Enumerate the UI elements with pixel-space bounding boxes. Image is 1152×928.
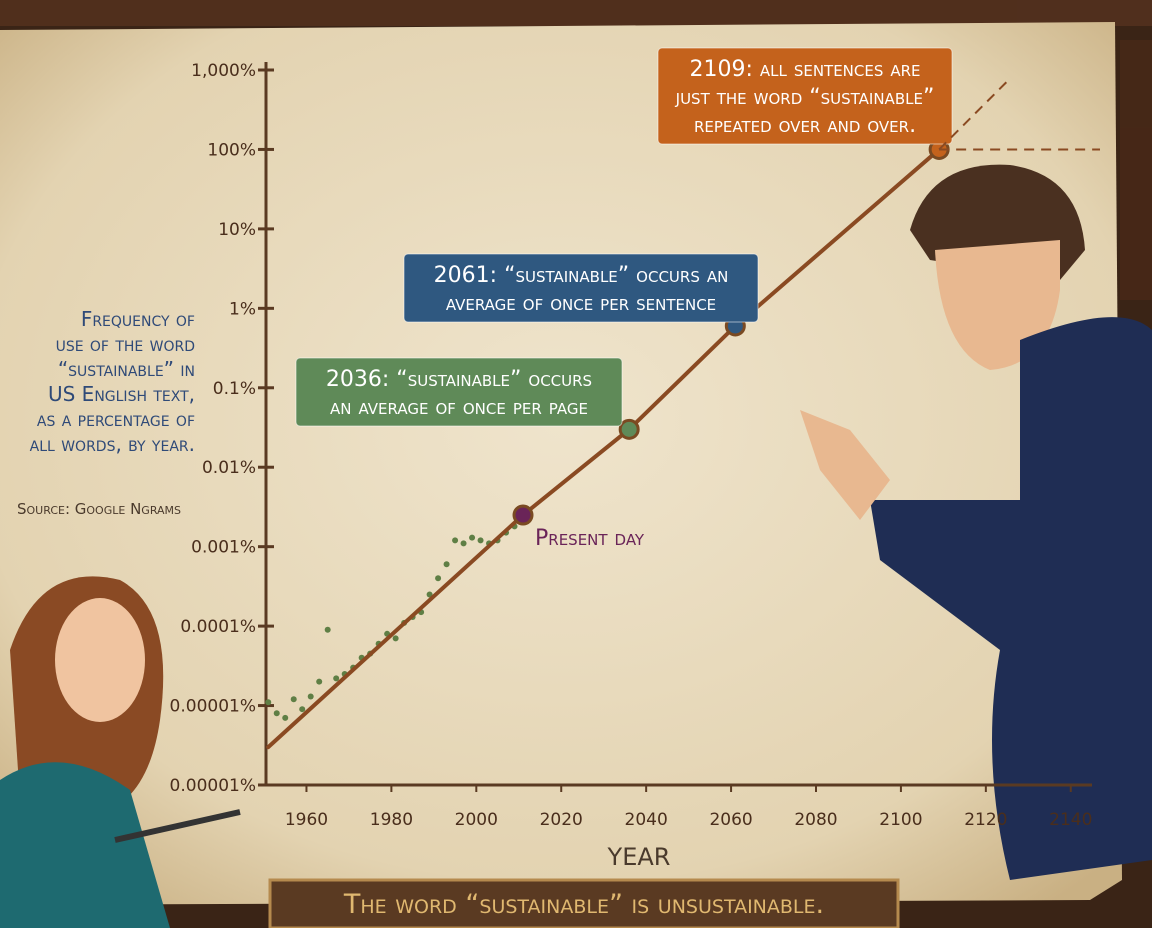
scatter-point [469, 534, 476, 541]
annotation-text: 2109: all sentences are [689, 57, 920, 82]
y-tick-label: 0.01% [202, 458, 256, 478]
annotation-marker [618, 418, 640, 440]
y-description: Frequency of [81, 307, 195, 331]
source: Source: Google Ngrams [17, 500, 181, 518]
scatter-point [307, 693, 314, 700]
x-tick-label: 2080 [794, 810, 837, 830]
x-tick-label: 2000 [455, 810, 498, 830]
y-description: US English text, [48, 382, 195, 406]
annotation-text: just the word “sustainable” [675, 85, 935, 110]
annotation-text: average of once per sentence [446, 291, 716, 316]
woman-figure [0, 576, 241, 928]
scatter-point [333, 675, 340, 682]
scatter-point [452, 537, 459, 544]
annotation-box [657, 47, 953, 145]
y-description: all words, by year. [30, 432, 195, 456]
y-description: “sustainable” in [58, 357, 195, 381]
parchment [0, 22, 1122, 905]
y-tick-label: 0.00001% [170, 776, 256, 796]
y-tick-label: 0.00001% [170, 697, 256, 717]
annotation-text: an average of once per page [330, 395, 588, 420]
scatter-point [290, 696, 297, 703]
scatter-point [392, 635, 399, 642]
scatter-point [426, 591, 433, 598]
books [0, 0, 1152, 300]
x-tick-label: 1960 [285, 810, 328, 830]
x-tick-label: 2040 [625, 810, 668, 830]
annotation-marker [512, 504, 534, 526]
x-tick-label: 2020 [540, 810, 583, 830]
x-tick-label: 1980 [370, 810, 413, 830]
x-axis-label: YEAR [607, 843, 671, 871]
y-tick-label: 10% [218, 220, 256, 240]
y-tick-label: 0.0001% [180, 617, 256, 637]
y-tick-label: 0.001% [191, 538, 256, 558]
scatter-point [477, 537, 484, 544]
scatter-point [316, 678, 323, 685]
x-tick-label: 2120 [964, 810, 1007, 830]
x-tick-label: 2140 [1049, 810, 1092, 830]
scatter-point [435, 575, 442, 582]
y-description: use of the word [56, 332, 195, 356]
annotation-text: 2036: “sustainable” occurs [326, 367, 592, 392]
scatter-point [443, 561, 450, 568]
scatter-point [299, 706, 306, 713]
caption: The word “sustainable” is unsustainable. [343, 889, 824, 920]
y-description: as a percentage of [37, 407, 195, 431]
annotation-box [295, 357, 623, 427]
scatter-point [265, 699, 272, 706]
y-tick-label: 1% [229, 299, 256, 319]
annotation-text: repeated over and over. [694, 113, 916, 138]
scatter-point [282, 714, 289, 721]
scatter-point [460, 540, 467, 547]
y-tick-label: 1,000% [191, 61, 256, 81]
x-tick-label: 2060 [709, 810, 752, 830]
annotation-box [403, 253, 759, 323]
x-tick-label: 2100 [879, 810, 922, 830]
caption-banner [268, 878, 900, 928]
y-tick-label: 0.1% [213, 379, 256, 399]
annotation-text: 2061: “sustainable” occurs an [434, 263, 729, 288]
annotation-text: Present day [535, 526, 645, 551]
y-tick-label: 100% [207, 140, 256, 160]
man-figure [800, 164, 1152, 881]
scatter-point [324, 626, 331, 633]
scatter-point [273, 710, 280, 717]
